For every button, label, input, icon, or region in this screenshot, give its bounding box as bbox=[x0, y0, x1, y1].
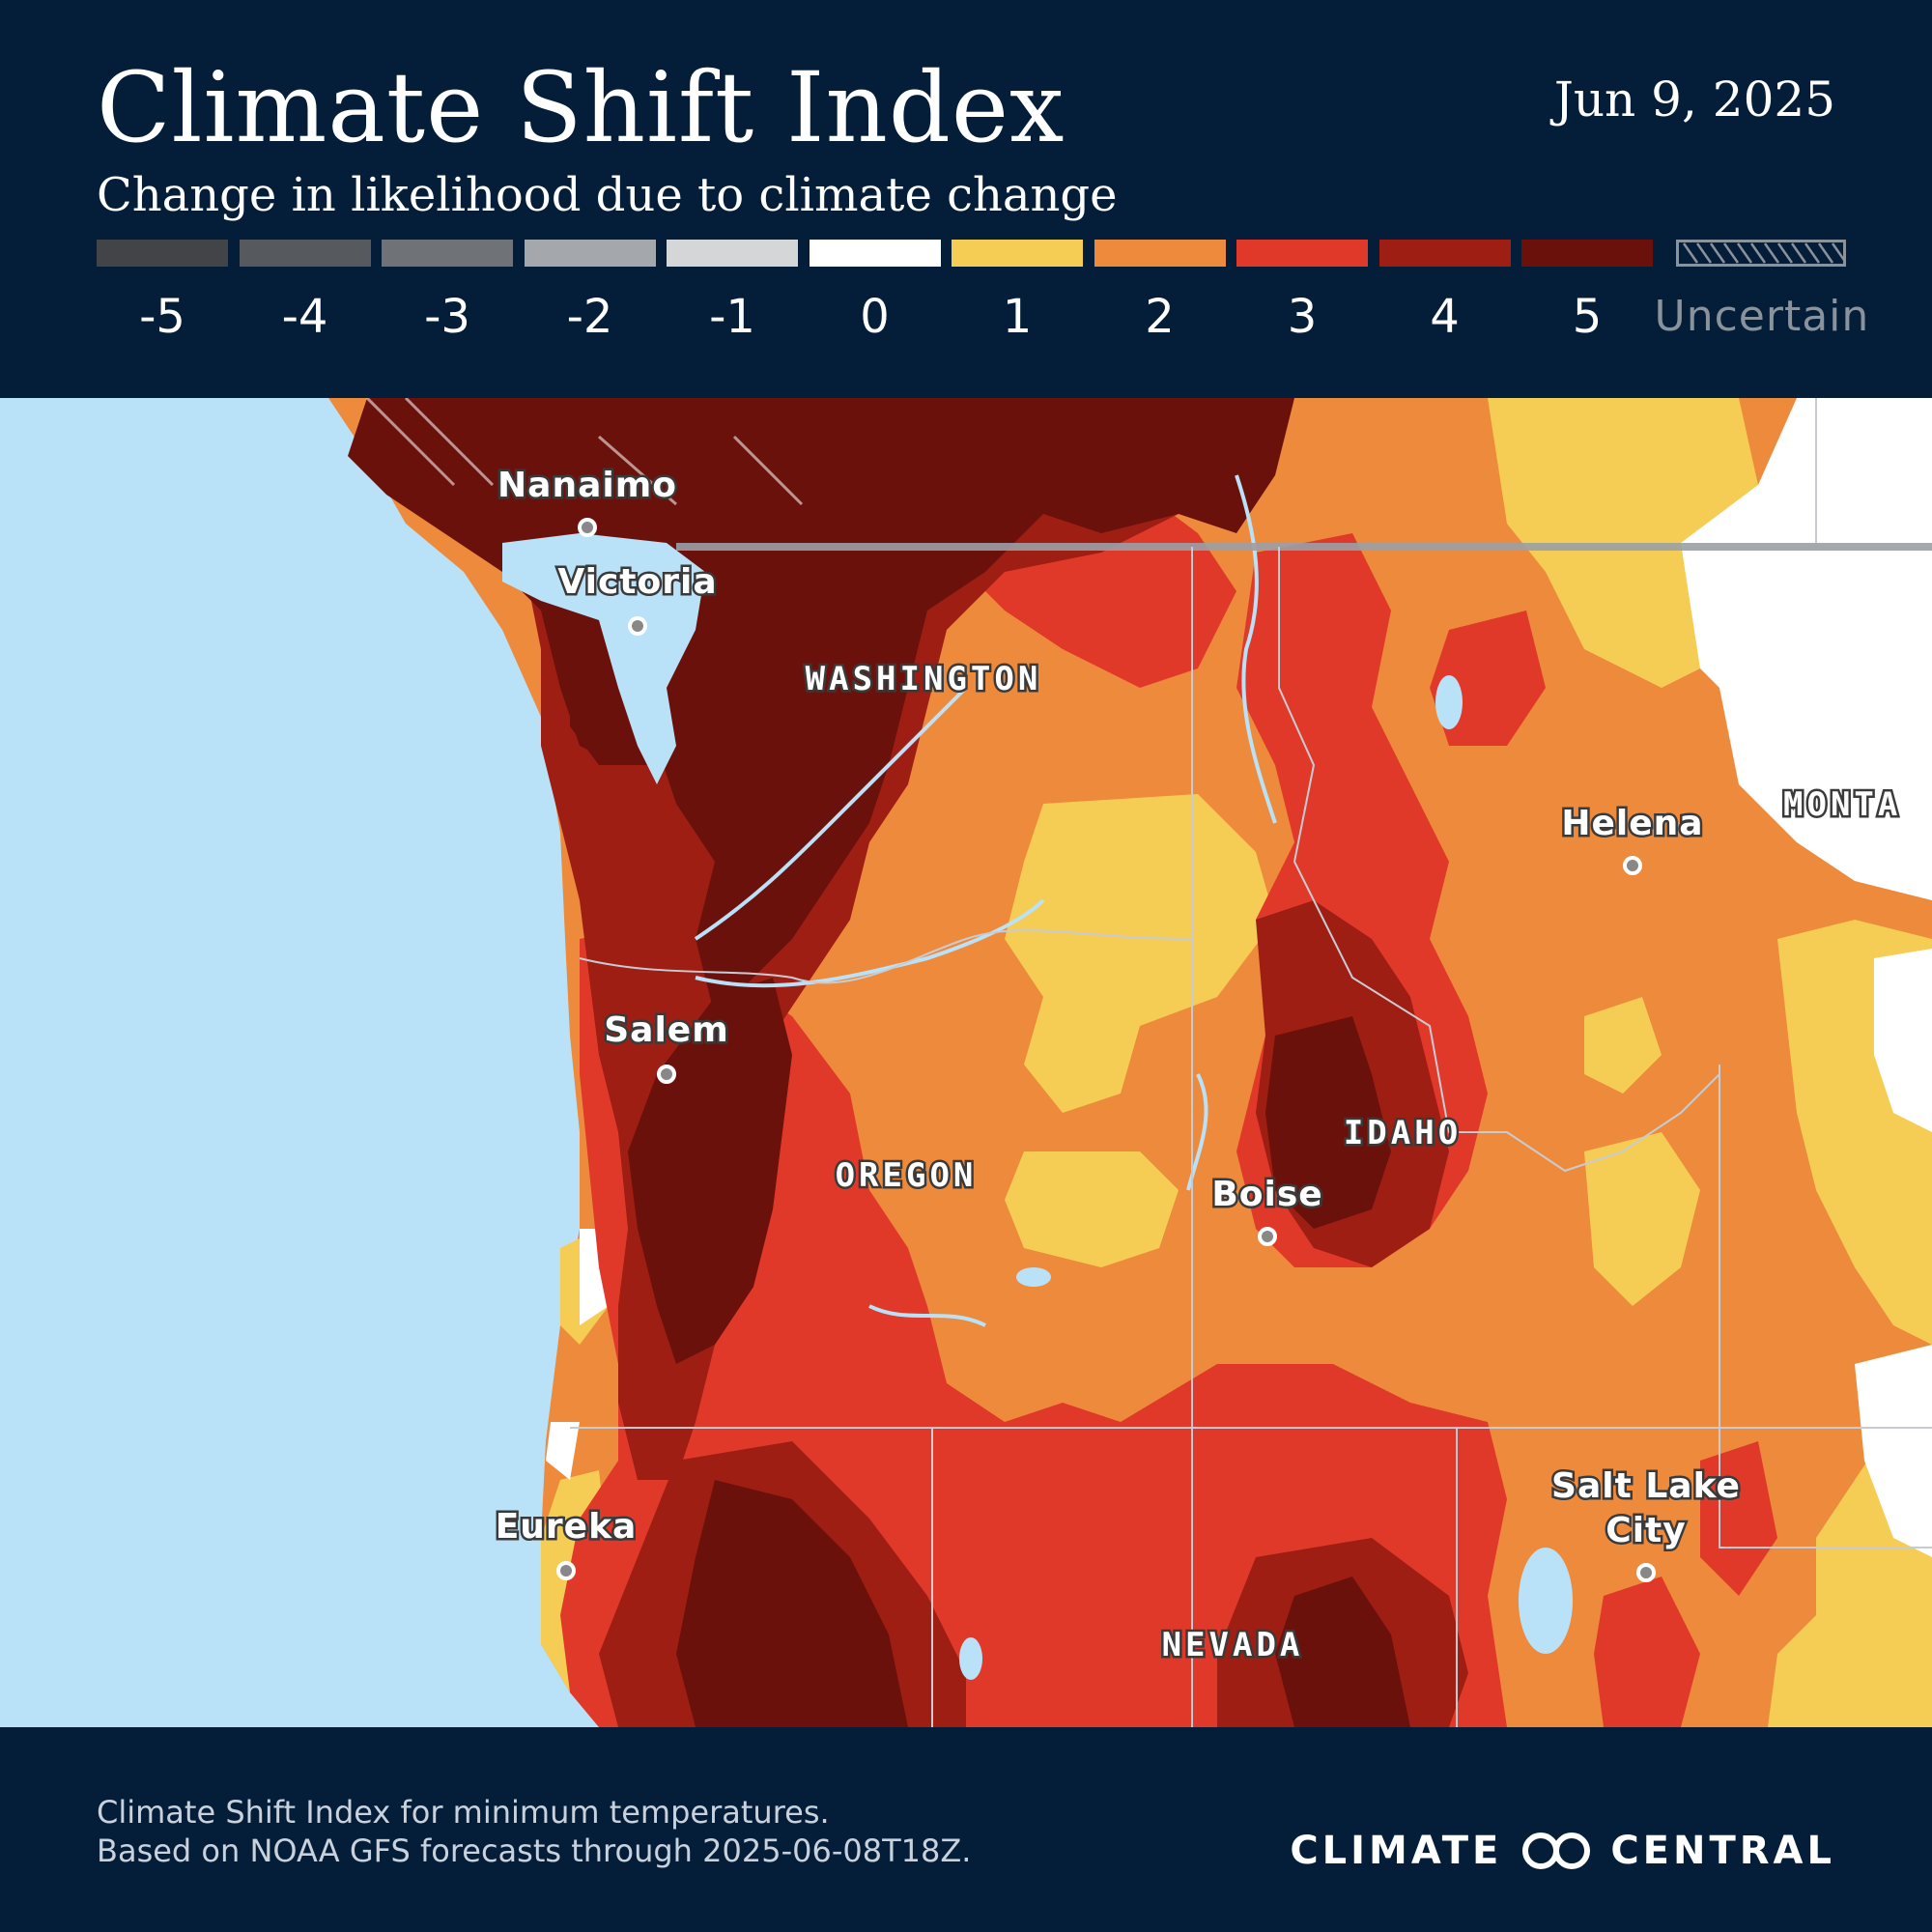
legend-swatch bbox=[667, 240, 798, 267]
brand-right: CENTRAL bbox=[1610, 1829, 1835, 1873]
state-label-oregon: OREGON bbox=[836, 1156, 978, 1195]
page-title: Climate Shift Index bbox=[97, 51, 1065, 164]
city-label-line1: Salt Lake bbox=[1551, 1466, 1741, 1506]
city-marker-icon bbox=[628, 616, 647, 636]
city-label: Helena bbox=[1561, 804, 1703, 843]
city-label-line2: City bbox=[1605, 1511, 1686, 1550]
city-salem[interactable]: Salem bbox=[602, 1009, 730, 1084]
city-salt-lake-city[interactable]: Salt Lake City bbox=[1549, 1464, 1742, 1582]
city-label: Eureka bbox=[496, 1507, 638, 1547]
city-eureka[interactable]: Eureka bbox=[493, 1505, 639, 1580]
legend-swatch bbox=[97, 240, 228, 267]
legend-label: 3 bbox=[1287, 290, 1318, 344]
brand-left: CLIMATE bbox=[1290, 1829, 1503, 1873]
footer-note: Climate Shift Index for minimum temperat… bbox=[97, 1793, 971, 1870]
legend-label: 0 bbox=[860, 290, 890, 344]
state-label-montana: MONTA bbox=[1783, 785, 1901, 824]
legend-swatch bbox=[239, 240, 371, 267]
city-marker-icon bbox=[1636, 1563, 1656, 1582]
linked-circles-icon bbox=[1522, 1833, 1591, 1869]
city-label: Victoria bbox=[557, 562, 717, 602]
state-borders bbox=[570, 398, 1932, 1727]
legend-label: -2 bbox=[566, 290, 613, 344]
legend-label: 1 bbox=[1002, 290, 1033, 344]
legend-swatch bbox=[1094, 240, 1226, 267]
legend-label: -1 bbox=[709, 290, 755, 344]
city-marker-icon bbox=[556, 1561, 576, 1580]
state-label-idaho: IDAHO bbox=[1344, 1114, 1462, 1152]
uncertain-swatch bbox=[1675, 240, 1846, 267]
puget-sound bbox=[502, 533, 705, 784]
csi-level-0 bbox=[546, 398, 1932, 1557]
city-label: Salem bbox=[604, 1010, 729, 1050]
uncertain-hatch bbox=[365, 398, 804, 506]
lakes bbox=[959, 675, 1573, 1680]
legend-swatch bbox=[809, 240, 941, 267]
footer-line-1: Climate Shift Index for minimum temperat… bbox=[97, 1794, 830, 1831]
legend-label: -4 bbox=[281, 290, 328, 344]
city-boise[interactable]: Boise bbox=[1209, 1173, 1324, 1246]
date-label: Jun 9, 2025 bbox=[1553, 71, 1835, 128]
city-marker-icon bbox=[1258, 1227, 1277, 1246]
legend-label: -5 bbox=[139, 290, 185, 344]
city-marker-icon bbox=[657, 1065, 676, 1084]
state-label-nevada: NEVADA bbox=[1162, 1626, 1304, 1664]
city-label: Boise bbox=[1211, 1175, 1322, 1214]
legend-swatch bbox=[1236, 240, 1368, 267]
legend-swatch bbox=[1521, 240, 1653, 267]
map: Nanaimo Victoria Salem Eureka Helena Boi… bbox=[0, 398, 1932, 1727]
city-helena[interactable]: Helena bbox=[1559, 802, 1705, 875]
city-marker-icon bbox=[578, 518, 597, 537]
brand-logo: CLIMATE CENTRAL bbox=[1290, 1832, 1835, 1870]
city-victoria[interactable]: Victoria bbox=[555, 560, 719, 636]
footer-line-2: Based on NOAA GFS forecasts through 2025… bbox=[97, 1833, 972, 1869]
legend-swatch bbox=[524, 240, 656, 267]
city-nanaimo[interactable]: Nanaimo bbox=[496, 464, 678, 537]
legend-swatch bbox=[1378, 240, 1511, 267]
city-marker-icon bbox=[1623, 856, 1642, 875]
legend-label: 2 bbox=[1145, 290, 1175, 344]
legend-label: -3 bbox=[424, 290, 470, 344]
legend-label: 5 bbox=[1572, 290, 1603, 344]
legend-swatch bbox=[382, 240, 513, 267]
city-label: Nanaimo bbox=[497, 466, 677, 505]
state-label-washington: WASHINGTON bbox=[806, 660, 1042, 698]
map-svg: Nanaimo Victoria Salem Eureka Helena Boi… bbox=[0, 398, 1932, 1727]
page-subtitle: Change in likelihood due to climate chan… bbox=[97, 168, 1118, 222]
legend-label: 4 bbox=[1430, 290, 1460, 344]
legend-uncertain-label: Uncertain bbox=[1654, 292, 1870, 341]
legend-swatch bbox=[952, 240, 1083, 267]
